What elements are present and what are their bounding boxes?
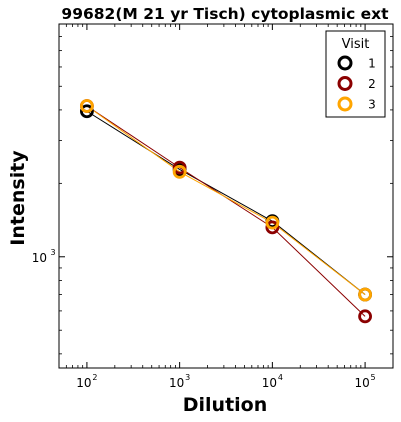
legend-marker-1 xyxy=(337,55,353,71)
y-axis-label: Intensity xyxy=(7,150,29,246)
x-tick-label-exponent: 2 xyxy=(92,373,97,382)
legend-label: 1 xyxy=(368,57,376,71)
data-point-series-3 xyxy=(265,215,280,230)
x-tick-label: 10 xyxy=(262,376,277,390)
data-point-series-2 xyxy=(265,220,280,235)
x-tick-label-exponent: 5 xyxy=(371,373,376,382)
y-tick-label-exponent: 3 xyxy=(50,248,55,257)
series-line-1 xyxy=(86,110,366,295)
data-point-series-3 xyxy=(80,99,94,113)
data-point-series-3 xyxy=(358,287,372,302)
chart-title: 99682(M 21 yr Tisch) cytoplasmic ext xyxy=(61,5,389,23)
data-point-series-2 xyxy=(358,309,372,324)
legend-marker-3 xyxy=(337,96,353,112)
x-tick-label: 10 xyxy=(76,376,91,390)
data-point-series-1 xyxy=(80,104,94,119)
series-line-3 xyxy=(86,105,366,295)
legend-label: 3 xyxy=(368,98,376,112)
x-tick-label-exponent: 4 xyxy=(278,373,283,382)
x-axis-label: Dilution xyxy=(183,394,268,416)
legend-box xyxy=(325,30,386,118)
y-tick-label: 10 xyxy=(32,251,47,265)
x-tick-label: 10 xyxy=(354,376,369,390)
x-tick-label: 10 xyxy=(169,376,184,390)
axes-frame xyxy=(58,23,394,369)
legend-label: 2 xyxy=(368,77,376,91)
legend-marker-2 xyxy=(337,76,353,91)
data-point-series-2 xyxy=(172,160,187,175)
x-tick-label-exponent: 3 xyxy=(185,373,190,382)
data-point-series-3 xyxy=(172,164,187,179)
legend-title: Visit xyxy=(342,37,370,52)
